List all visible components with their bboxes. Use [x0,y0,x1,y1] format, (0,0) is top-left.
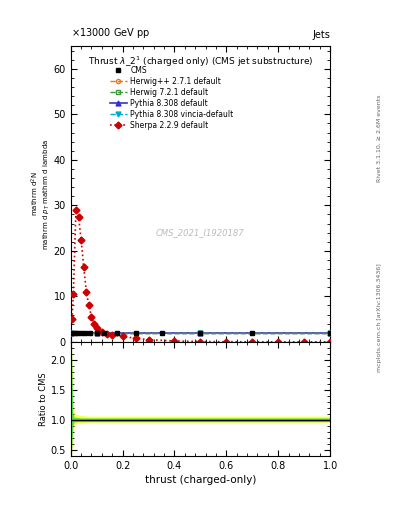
Herwig++ 2.7.1 default [328,330,332,336]
CMS [133,330,138,336]
Y-axis label: Ratio to CMS: Ratio to CMS [39,372,48,425]
Pythia 8.308 vincia-default [198,330,203,336]
CMS [250,330,255,336]
Y-axis label: mathrm d$^2$N
mathrm d $p_T$ mathrm d lambda: mathrm d$^2$N mathrm d $p_T$ mathrm d la… [29,138,52,249]
Sherpa 2.2.9 default [92,321,96,327]
Sherpa 2.2.9 default [99,329,104,335]
Herwig 7.2.1 default [328,330,332,336]
Text: CMS_2021_I1920187: CMS_2021_I1920187 [156,228,245,237]
Text: mcplots.cern.ch [arXiv:1306.3436]: mcplots.cern.ch [arXiv:1306.3436] [377,263,382,372]
Sherpa 2.2.9 default [250,339,255,345]
Sherpa 2.2.9 default [146,336,151,343]
Sherpa 2.2.9 default [86,303,91,309]
CMS [198,330,203,336]
CMS [328,330,332,336]
CMS [83,330,87,336]
Herwig 7.2.1 default [68,330,73,336]
CMS [79,330,83,336]
Sherpa 2.2.9 default [105,331,109,337]
Sherpa 2.2.9 default [328,339,332,345]
CMS [115,330,120,336]
Sherpa 2.2.9 default [84,289,89,295]
Sherpa 2.2.9 default [73,207,78,213]
CMS [102,330,107,336]
Sherpa 2.2.9 default [79,237,83,243]
Sherpa 2.2.9 default [172,338,177,344]
Sherpa 2.2.9 default [110,332,115,338]
CMS [94,330,99,336]
Sherpa 2.2.9 default [224,338,229,345]
Line: Herwig++ 2.7.1 default: Herwig++ 2.7.1 default [69,331,332,335]
Text: Rivet 3.1.10, ≥ 2.6M events: Rivet 3.1.10, ≥ 2.6M events [377,95,382,182]
CMS [159,330,164,336]
Line: CMS: CMS [70,330,332,335]
Pythia 8.308 vincia-default [328,330,332,336]
Herwig 7.2.1 default [198,330,203,336]
Text: Thrust $\lambda\_2^1$ (charged only) (CMS jet substructure): Thrust $\lambda\_2^1$ (charged only) (CM… [88,55,313,69]
Sherpa 2.2.9 default [81,264,86,270]
Line: Herwig 7.2.1 default: Herwig 7.2.1 default [69,331,332,335]
Sherpa 2.2.9 default [70,316,74,322]
Sherpa 2.2.9 default [198,338,203,345]
X-axis label: thrust (charged-only): thrust (charged-only) [145,475,256,485]
Pythia 8.308 default [198,330,203,336]
Line: Pythia 8.308 vincia-default: Pythia 8.308 vincia-default [68,330,332,335]
Herwig++ 2.7.1 default [198,330,203,336]
Text: Jets: Jets [312,30,330,40]
Sherpa 2.2.9 default [89,314,94,320]
Sherpa 2.2.9 default [94,325,99,331]
Herwig++ 2.7.1 default [68,330,73,336]
CMS [75,330,79,336]
Pythia 8.308 default [68,330,73,336]
Pythia 8.308 default [94,330,99,336]
Sherpa 2.2.9 default [302,339,307,345]
Pythia 8.308 vincia-default [68,330,73,336]
Sherpa 2.2.9 default [120,333,125,339]
Sherpa 2.2.9 default [71,291,76,297]
Pythia 8.308 default [328,330,332,336]
CMS [70,330,74,336]
Line: Pythia 8.308 default: Pythia 8.308 default [68,330,332,335]
Herwig 7.2.1 default [94,330,99,336]
Sherpa 2.2.9 default [133,335,138,342]
Line: Sherpa 2.2.9 default: Sherpa 2.2.9 default [70,207,332,345]
Pythia 8.308 vincia-default [94,330,99,336]
Sherpa 2.2.9 default [76,214,81,220]
Herwig++ 2.7.1 default [94,330,99,336]
Sherpa 2.2.9 default [276,339,281,345]
CMS [88,330,93,336]
Legend: CMS, Herwig++ 2.7.1 default, Herwig 7.2.1 default, Pythia 8.308 default, Pythia : CMS, Herwig++ 2.7.1 default, Herwig 7.2.… [108,65,235,131]
CMS [72,330,77,336]
Text: $\times$13000 GeV pp: $\times$13000 GeV pp [71,26,150,40]
